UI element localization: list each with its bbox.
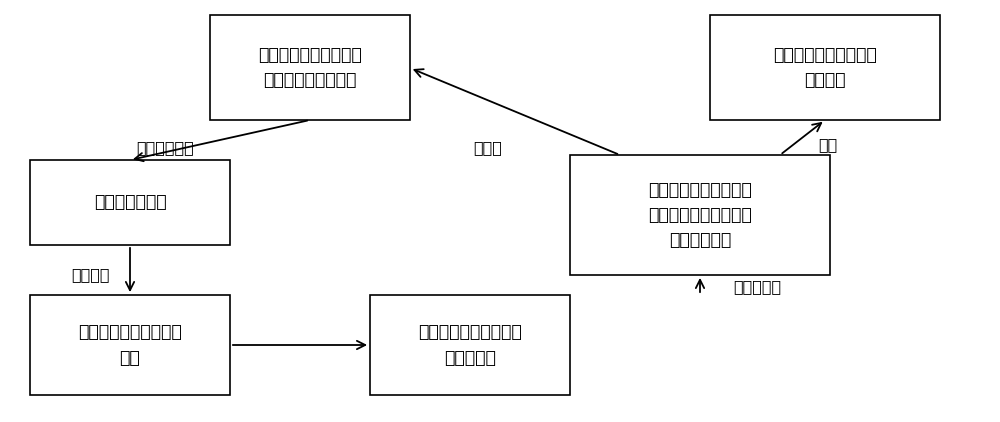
Bar <box>30 160 230 245</box>
Bar <box>30 295 230 395</box>
Text: 对调整后的仿真滤波器
的状态打分: 对调整后的仿真滤波器 的状态打分 <box>418 324 522 366</box>
Text: 仿真滤波器当前的仿真
孔参数和仿真指标值: 仿真滤波器当前的仿真 孔参数和仿真指标值 <box>258 46 362 89</box>
Text: 未满足: 未满足 <box>474 141 502 155</box>
Text: 下一步调整策略: 下一步调整策略 <box>94 194 166 211</box>
Text: 调整后的仿真滤波器的
状态: 调整后的仿真滤波器的 状态 <box>78 324 182 366</box>
Text: 该轮调整完成，开始下
一轮调整: 该轮调整完成，开始下 一轮调整 <box>773 46 877 89</box>
Bar <box>210 15 410 120</box>
Text: 满足: 满足 <box>818 138 838 152</box>
Text: 环境给出: 环境给出 <box>71 268 109 282</box>
Text: 值网络给出: 值网络给出 <box>733 279 781 295</box>
Bar <box>710 15 940 120</box>
Bar <box>370 295 570 395</box>
Text: 根据仿真模型判断调整
后的仿真滤波器的状态
是否满足要求: 根据仿真模型判断调整 后的仿真滤波器的状态 是否满足要求 <box>648 181 752 249</box>
Text: 策略网络给出: 策略网络给出 <box>136 141 194 155</box>
Bar <box>570 155 830 275</box>
